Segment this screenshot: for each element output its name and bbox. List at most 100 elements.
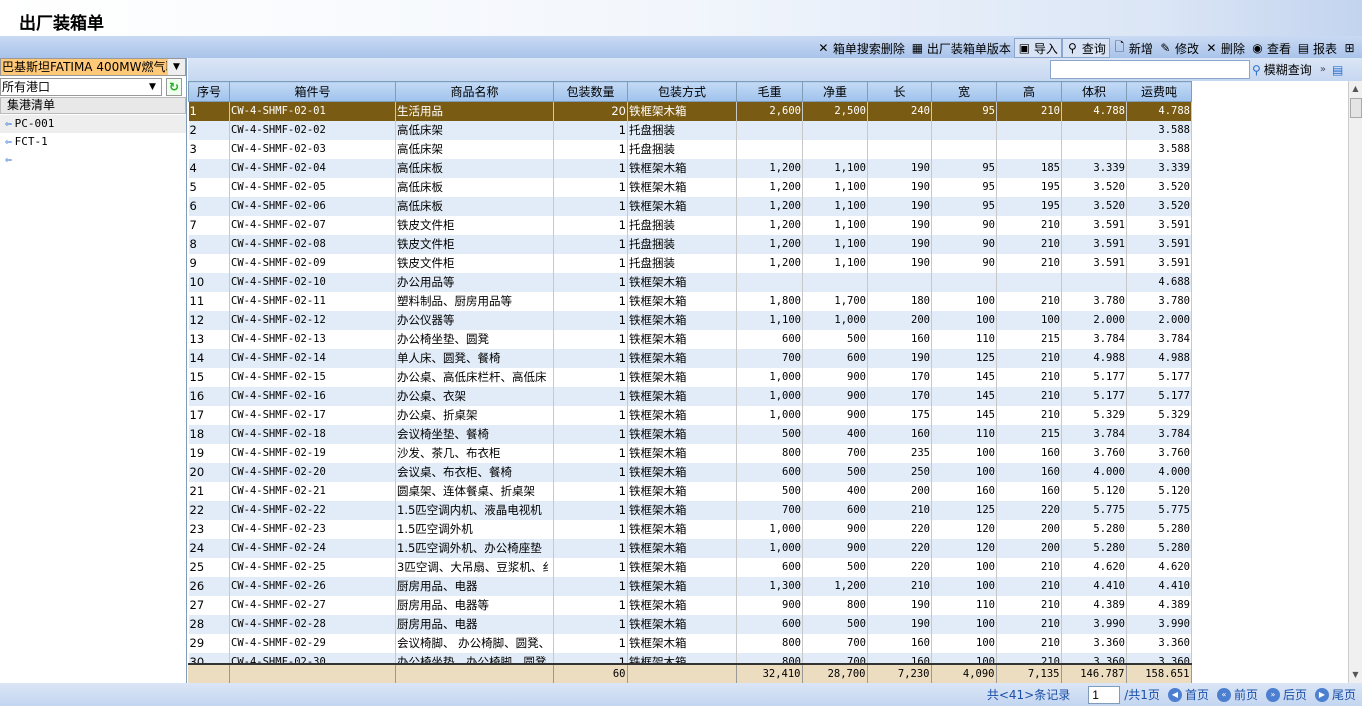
table-row[interactable]: 7 CW-4-SHMF-02-07 铁皮文件柜 1 托盘捆装 1,200 1,100 190 9… [188, 215, 1192, 235]
table-row[interactable]: 12 CW-4-SHMF-02-12 办公仪器等 1 铁框架木箱 1,100 1,000 20… [188, 310, 1192, 330]
column-header-height[interactable]: 高 [996, 81, 1062, 102]
table-row[interactable]: 17 CW-4-SHMF-02-17 办公桌、折桌架 1 铁框架木箱 1,000 900 17… [188, 405, 1192, 425]
table-row[interactable]: 20 CW-4-SHMF-02-20 会议桌、布衣柜、餐椅 1 铁框架木箱 600 500 2… [188, 462, 1192, 482]
toolbar: ✕ 箱单搜索删除 ▦ 出厂装箱单版本 ▣ 导入 ⚲ 查询 🗋 新增 ✎ 修改 ✕ 删除 ◉ 查看 ▤ 报表 ⊞ [814, 38, 1362, 58]
cell-gross-weight: 900 [736, 595, 803, 615]
cell-box-no: CW-4-SHMF-02-17 [229, 405, 396, 425]
table-row[interactable]: 1 CW-4-SHMF-02-01 生活用品 20 铁框架木箱 2,600 2,500 240… [188, 101, 1192, 121]
project-select[interactable]: 巴基斯坦FATIMA 400MW燃气联合▼ [0, 58, 186, 76]
table-row[interactable]: 6 CW-4-SHMF-02-06 高低床板 1 铁框架木箱 1,200 1,100 190 9… [188, 196, 1192, 216]
table-row[interactable]: 21 CW-4-SHMF-02-21 圆桌架、连体餐桌、折桌架 1 铁框架木箱 500 40… [188, 481, 1192, 501]
list-item[interactable]: ⇦ PC-001 [0, 115, 186, 133]
cell-box-no: CW-4-SHMF-02-13 [229, 329, 396, 349]
table-row[interactable]: 5 CW-4-SHMF-02-05 高低床板 1 铁框架木箱 1,200 1,100 190 9… [188, 177, 1192, 197]
toolbar-button-6[interactable]: ✕ 删除 [1202, 38, 1248, 58]
chevron-down-icon[interactable]: ▼ [168, 59, 185, 75]
table-row[interactable]: 2 CW-4-SHMF-02-02 高低床架 1 托盘捆装 3.588 [188, 120, 1192, 140]
scroll-down-icon[interactable]: ▼ [1352, 670, 1359, 679]
column-header-seq[interactable]: 序号 [188, 81, 230, 102]
port-select[interactable]: 所有港口 ▼ [0, 78, 162, 96]
cell-box-no: CW-4-SHMF-02-08 [229, 234, 396, 254]
toolbar-button-5[interactable]: ✎ 修改 [1156, 38, 1202, 58]
column-header-product-name[interactable]: 商品名称 [395, 81, 554, 102]
table-row[interactable]: 24 CW-4-SHMF-02-24 1.5匹空调外机、办公椅座垫 1 铁框架木箱 1,0… [188, 538, 1192, 558]
cell-seq: 14 [188, 348, 230, 368]
column-header-length[interactable]: 长 [867, 81, 932, 102]
table-row[interactable]: 22 CW-4-SHMF-02-22 1.5匹空调内机、液晶电视机 1 铁框架木箱 700… [188, 500, 1192, 520]
cell-height: 215 [996, 329, 1062, 349]
cell-freight-ton: 4.988 [1126, 348, 1192, 368]
last-page-button[interactable]: ▶ 尾页 [1314, 686, 1356, 703]
cell-product-name: 铁皮文件柜 [395, 215, 554, 235]
cell-seq: 17 [188, 405, 230, 425]
toolbar-button-3[interactable]: ⚲ 查询 [1061, 38, 1110, 58]
scroll-up-icon[interactable]: ▲ [1352, 84, 1359, 93]
table-row[interactable]: 26 CW-4-SHMF-02-26 厨房用品、电器 1 铁框架木箱 1,300 1,200… [188, 576, 1192, 596]
column-header-net-weight[interactable]: 净重 [802, 81, 868, 102]
toolbar-button-1[interactable]: ▦ 出厂装箱单版本 [908, 38, 1014, 58]
cell-length: 160 [867, 652, 932, 663]
toolbar-button-0[interactable]: ✕ 箱单搜索删除 [814, 38, 908, 58]
column-header-width[interactable]: 宽 [931, 81, 997, 102]
cell-height: 210 [996, 614, 1062, 634]
table-row[interactable]: 13 CW-4-SHMF-02-13 办公椅坐垫、圆凳 1 铁框架木箱 600 500 160… [188, 329, 1192, 349]
toolbar-button-9[interactable]: ⊞ [1340, 38, 1362, 58]
cell-product-name: 办公椅坐垫、办公椅脚、圆凳 [395, 652, 554, 663]
column-header-freight-ton[interactable]: 运费吨 [1126, 81, 1192, 102]
table-row[interactable]: 28 CW-4-SHMF-02-28 厨房用品、电器 1 铁框架木箱 600 500 190 1… [188, 614, 1192, 634]
table-row[interactable]: 11 CW-4-SHMF-02-11 塑料制品、厨房用品等 1 铁框架木箱 1,800 1,… [188, 291, 1192, 311]
chevron-down-icon[interactable]: ▼ [144, 79, 161, 95]
page-input[interactable] [1088, 685, 1121, 704]
first-page-button[interactable]: ◀ 首页 [1167, 686, 1209, 703]
prev-page-button[interactable]: «前页 [1216, 686, 1258, 703]
search-input[interactable] [1050, 60, 1250, 79]
column-header-pack-qty[interactable]: 包装数量 [553, 81, 628, 102]
table-row[interactable]: 8 CW-4-SHMF-02-08 铁皮文件柜 1 托盘捆装 1,200 1,100 190 9… [188, 234, 1192, 254]
table-row[interactable]: 19 CW-4-SHMF-02-19 沙发、茶几、布衣柜 1 铁框架木箱 800 700 23… [188, 443, 1192, 463]
import-icon: ▣ [1018, 41, 1031, 55]
cell-freight-ton: 3.780 [1126, 291, 1192, 311]
list-item[interactable]: ⇦ [0, 151, 186, 169]
table-row[interactable]: 25 CW-4-SHMF-02-25 3匹空调、大吊扇、豆浆机、纟 1 铁框架木箱 600… [188, 557, 1192, 577]
refresh-icon[interactable]: ↻ [166, 78, 182, 96]
cell-volume [1061, 120, 1127, 140]
cell-freight-ton: 3.360 [1126, 652, 1192, 663]
cell-pack-qty: 1 [553, 329, 628, 349]
table-row[interactable]: 16 CW-4-SHMF-02-16 办公桌、衣架 1 铁框架木箱 1,000 900 170… [188, 386, 1192, 406]
cell-freight-ton: 5.280 [1126, 538, 1192, 558]
expand-icon[interactable]: » [1319, 64, 1326, 75]
column-header-gross-weight[interactable]: 毛重 [736, 81, 803, 102]
fuzzy-search-button[interactable]: ⚲ 模糊查询 » ▤ [1252, 60, 1343, 79]
cell-width [931, 120, 997, 140]
list-item[interactable]: ⇦ FCT-1 [0, 133, 186, 151]
table-row[interactable]: 23 CW-4-SHMF-02-23 1.5匹空调外机 1 铁框架木箱 1,000 900 2… [188, 519, 1192, 539]
vertical-scrollbar[interactable]: ▲ ▼ [1348, 81, 1362, 683]
column-header-pack-type[interactable]: 包装方式 [627, 81, 737, 102]
table-row[interactable]: 15 CW-4-SHMF-02-15 办公桌、高低床栏杆、高低床 1 铁框架木箱 1,00… [188, 367, 1192, 387]
column-header-box-no[interactable]: 箱件号 [229, 81, 396, 102]
cell-width: 90 [931, 215, 997, 235]
toolbar-button-7[interactable]: ◉ 查看 [1248, 38, 1294, 58]
toolbar-button-4[interactable]: 🗋 新增 [1110, 38, 1156, 58]
table-row[interactable]: 10 CW-4-SHMF-02-10 办公用品等 1 铁框架木箱 4.688 [188, 272, 1192, 292]
table-row[interactable]: 29 CW-4-SHMF-02-29 会议椅脚、 办公椅脚、圆凳、 1 铁框架木箱 800… [188, 633, 1192, 653]
table-row[interactable]: 18 CW-4-SHMF-02-18 会议椅坐垫、餐椅 1 铁框架木箱 500 400 160… [188, 424, 1192, 444]
column-header-volume[interactable]: 体积 [1061, 81, 1127, 102]
table-row[interactable]: 30 CW-4-SHMF-02-30 办公椅坐垫、办公椅脚、圆凳 1 铁框架木箱 800 7… [188, 652, 1192, 663]
cell-freight-ton: 5.177 [1126, 386, 1192, 406]
toolbar-button-8[interactable]: ▤ 报表 [1294, 38, 1340, 58]
next-page-button[interactable]: » 后页 [1265, 686, 1307, 703]
scroll-thumb[interactable] [1350, 98, 1362, 118]
cell-product-name: 铁皮文件柜 [395, 234, 554, 254]
table-row[interactable]: 14 CW-4-SHMF-02-14 单人床、圆凳、餐椅 1 铁框架木箱 700 600 19… [188, 348, 1192, 368]
left-panel: 巴基斯坦FATIMA 400MW燃气联合▼ 所有港口▼ ↻ 集港清单 ⇦PC-0… [0, 58, 187, 684]
table-row[interactable]: 27 CW-4-SHMF-02-27 厨房用品、电器等 1 铁框架木箱 900 800 190… [188, 595, 1192, 615]
list-view-icon[interactable]: ▤ [1331, 62, 1344, 77]
table-row[interactable]: 4 CW-4-SHMF-02-04 高低床板 1 铁框架木箱 1,200 1,100 190 9… [188, 158, 1192, 178]
table-row[interactable]: 9 CW-4-SHMF-02-09 铁皮文件柜 1 托盘捆装 1,200 1,100 190 9… [188, 253, 1192, 273]
cell-seq: 18 [188, 424, 230, 444]
cell-gross-weight: 1,000 [736, 538, 803, 558]
toolbar-button-2[interactable]: ▣ 导入 [1013, 38, 1062, 58]
cell-net-weight: 800 [802, 595, 868, 615]
table-row[interactable]: 3 CW-4-SHMF-02-03 高低床架 1 托盘捆装 3.588 [188, 139, 1192, 159]
